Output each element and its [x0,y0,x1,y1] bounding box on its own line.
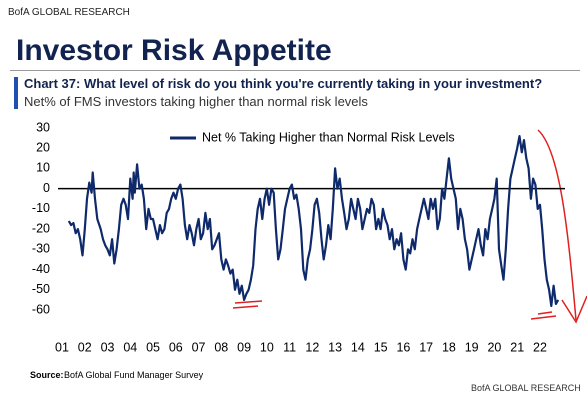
x-tick-label: 22 [533,340,547,354]
y-tick-label: -50 [32,282,50,296]
accent-bar [14,77,18,109]
y-tick-label: -10 [32,201,50,215]
x-tick-label: 11 [283,340,296,354]
x-tick-label: 15 [374,340,388,354]
x-tick-label: 18 [442,340,456,354]
x-tick-label: 12 [305,340,319,354]
x-tick-label: 16 [396,340,410,354]
x-tick-label: 19 [465,340,479,354]
x-tick-label: 09 [237,340,251,354]
x-tick-label: 06 [169,340,183,354]
x-tick-label: 10 [260,340,274,354]
divider [10,70,580,71]
brand: BofA GLOBAL RESEARCH [8,7,130,18]
x-tick-label: 21 [510,340,524,354]
x-tick-label: 05 [146,340,160,354]
x-tick-label: 13 [328,340,342,354]
chart-title: Chart 37: What level of risk do you thin… [24,76,543,91]
x-tick-label: 07 [192,340,206,354]
y-tick-label: -20 [32,221,50,235]
annotations [232,129,587,324]
x-tick-label: 03 [101,340,115,354]
y-tick-label: 10 [36,161,50,175]
source: BofA Global Fund Manager Survey [64,370,204,380]
data-line [67,135,560,308]
annotation-mark [232,300,263,309]
chart-subtitle: Net% of FMS investors taking higher than… [24,94,368,109]
annotation-arrow [537,129,577,321]
x-tick-label: 20 [487,340,501,354]
y-tick-label: -30 [32,242,50,256]
legend-label: Net % Taking Higher than Normal Risk Lev… [202,130,455,144]
footer: BofA GLOBAL RESEARCH [471,383,581,393]
x-tick-label: 04 [123,340,137,354]
x-tick-label: 17 [419,340,433,354]
y-tick-label: -40 [32,262,50,276]
x-tick-label: 14 [351,340,365,354]
y-tick-label: 20 [36,141,50,155]
y-tick-label: -60 [32,302,50,316]
y-tick-label: 0 [43,181,50,195]
source-label: Source: [30,370,64,380]
annotation-mark [530,311,557,320]
header-title: Investor Risk Appetite [16,34,332,67]
y-tick-label: 30 [36,120,50,134]
annotation-arrow [561,295,587,324]
x-tick-label: 02 [78,340,92,354]
x-tick-label: 01 [55,340,69,354]
x-tick-label: 08 [214,340,228,354]
